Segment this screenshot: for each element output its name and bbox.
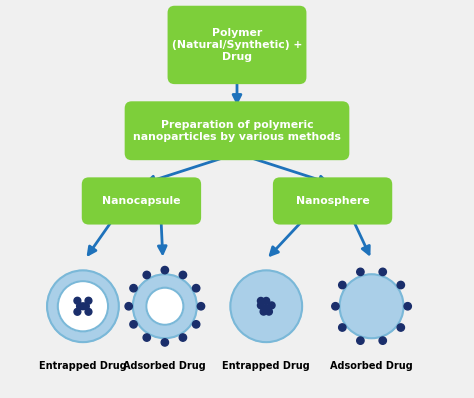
Text: Entrapped Drug: Entrapped Drug (222, 361, 310, 371)
Circle shape (332, 302, 339, 310)
Text: Polymer
(Natural/Synthetic) +
Drug: Polymer (Natural/Synthetic) + Drug (172, 28, 302, 62)
FancyBboxPatch shape (82, 178, 201, 224)
Circle shape (80, 303, 86, 310)
Circle shape (230, 270, 302, 342)
Circle shape (338, 324, 346, 331)
Circle shape (404, 302, 411, 310)
Circle shape (192, 285, 200, 292)
Circle shape (260, 308, 267, 315)
Circle shape (357, 337, 364, 344)
Circle shape (379, 268, 386, 275)
Circle shape (161, 339, 169, 346)
Circle shape (133, 274, 197, 338)
Circle shape (263, 304, 270, 312)
Text: Nanocapsule: Nanocapsule (102, 196, 181, 206)
Circle shape (130, 285, 137, 292)
Circle shape (85, 297, 92, 304)
Circle shape (143, 271, 150, 279)
Circle shape (161, 266, 169, 274)
Circle shape (58, 281, 108, 332)
Circle shape (257, 302, 264, 309)
FancyBboxPatch shape (125, 101, 349, 160)
Circle shape (47, 270, 119, 342)
Text: Nanosphere: Nanosphere (296, 196, 369, 206)
Circle shape (397, 281, 404, 289)
FancyBboxPatch shape (273, 178, 392, 224)
Circle shape (397, 324, 404, 331)
Text: Adsorbed Drug: Adsorbed Drug (123, 361, 206, 371)
Circle shape (338, 281, 346, 289)
Circle shape (74, 297, 81, 304)
Circle shape (85, 308, 92, 315)
Circle shape (130, 321, 137, 328)
FancyBboxPatch shape (168, 6, 306, 84)
Circle shape (82, 303, 89, 310)
Circle shape (146, 288, 183, 325)
Circle shape (179, 271, 187, 279)
Circle shape (77, 303, 83, 310)
Circle shape (379, 337, 386, 344)
Circle shape (357, 268, 364, 275)
Circle shape (339, 274, 403, 338)
Circle shape (197, 302, 205, 310)
Circle shape (74, 308, 81, 315)
Circle shape (179, 334, 187, 341)
Circle shape (263, 297, 270, 304)
Text: Entrapped Drug: Entrapped Drug (39, 361, 127, 371)
Circle shape (257, 297, 264, 304)
Circle shape (265, 308, 273, 315)
Text: Preparation of polymeric
nanoparticles by various methods: Preparation of polymeric nanoparticles b… (133, 120, 341, 142)
Circle shape (192, 321, 200, 328)
Circle shape (125, 302, 132, 310)
Text: Adsorbed Drug: Adsorbed Drug (330, 361, 413, 371)
Circle shape (143, 334, 150, 341)
Circle shape (268, 302, 275, 309)
